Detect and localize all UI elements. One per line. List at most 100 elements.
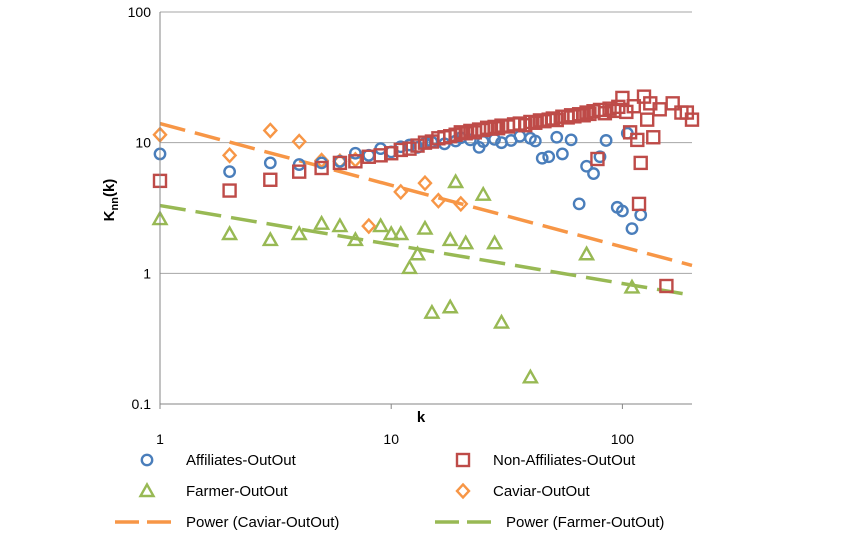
y-tick-label: 10 xyxy=(135,135,151,151)
data-point xyxy=(392,225,410,241)
data-point xyxy=(410,138,425,153)
data-point xyxy=(631,196,647,212)
data-point xyxy=(593,150,607,164)
data-point xyxy=(221,147,238,164)
data-point xyxy=(634,208,648,222)
data-point xyxy=(528,115,543,130)
data-point xyxy=(261,231,279,247)
axes xyxy=(159,12,692,405)
data-point xyxy=(332,155,348,171)
legend-label: Power (Caviar-OutOut) xyxy=(186,514,339,531)
data-point xyxy=(684,112,700,127)
data-point xyxy=(453,195,469,213)
data-point xyxy=(646,130,661,145)
y-axis-title-subscript: nn xyxy=(109,197,121,211)
y-tick-label: 0.1 xyxy=(132,396,152,412)
data-point xyxy=(513,129,527,143)
legend-item: Power (Caviar-OutOut) xyxy=(115,514,339,531)
data-point xyxy=(528,134,542,148)
data-point xyxy=(221,225,239,241)
data-point xyxy=(291,164,307,179)
y-axis-title-tail: (k) xyxy=(101,179,118,197)
legend-label: Caviar-OutOut xyxy=(493,483,591,500)
data-point xyxy=(313,214,331,230)
legend-label: Power (Farmer-OutOut) xyxy=(506,514,664,531)
data-point xyxy=(458,126,473,141)
trendline xyxy=(159,203,693,297)
data-point xyxy=(582,106,597,122)
data-point xyxy=(348,154,363,169)
data-point xyxy=(417,174,433,192)
data-point xyxy=(384,146,399,161)
data-point xyxy=(430,192,447,209)
data-point xyxy=(447,173,465,189)
data-point xyxy=(545,111,561,126)
data-point xyxy=(599,134,613,147)
data-point xyxy=(665,96,680,111)
data-point xyxy=(423,303,441,319)
tick-labels: 0.1 1 10 100 1 10 100 xyxy=(128,4,635,447)
data-point xyxy=(486,234,504,250)
legend-marker xyxy=(140,453,154,467)
data-point xyxy=(535,151,549,165)
data-point xyxy=(564,133,578,147)
data-point xyxy=(361,217,377,235)
y-tick-label: 100 xyxy=(128,4,152,20)
legend-label: Affiliates-OutOut xyxy=(186,452,297,469)
data-point xyxy=(602,101,617,116)
legend-marker xyxy=(455,452,471,468)
x-tick-label: 10 xyxy=(383,431,399,447)
trendline xyxy=(159,121,693,268)
data-point xyxy=(578,245,596,261)
data-point xyxy=(393,142,408,158)
data-point xyxy=(263,172,278,187)
data-point xyxy=(474,185,492,201)
legend: Affiliates-OutOut Non-Affiliates-OutOut Fa… xyxy=(115,452,664,531)
legend-label: Non-Affiliates-OutOut xyxy=(493,452,636,469)
data-point xyxy=(580,159,593,173)
y-tick-label: 1 xyxy=(143,265,151,281)
data-point xyxy=(597,106,613,121)
data-point xyxy=(623,278,641,294)
data-point xyxy=(572,197,586,211)
data-point xyxy=(587,167,600,180)
legend-label: Farmer-OutOut xyxy=(186,483,289,500)
data-point xyxy=(314,160,329,176)
data-point xyxy=(262,122,278,139)
data-point xyxy=(616,204,629,218)
data-point xyxy=(490,121,506,136)
data-point xyxy=(331,217,349,233)
data-point xyxy=(550,130,564,144)
data-points xyxy=(151,89,700,384)
data-point xyxy=(290,225,308,241)
data-point xyxy=(291,133,307,150)
data-point xyxy=(382,225,400,241)
data-point xyxy=(555,147,569,161)
data-point xyxy=(400,258,419,275)
data-point xyxy=(625,222,639,235)
data-point xyxy=(346,231,364,247)
x-tick-label: 100 xyxy=(611,431,635,447)
data-point xyxy=(223,165,236,179)
data-point xyxy=(633,155,648,171)
data-point xyxy=(639,112,655,127)
legend-item: Farmer-OutOut xyxy=(138,482,289,500)
trendlines xyxy=(159,121,693,297)
data-point xyxy=(408,245,427,261)
data-point xyxy=(590,151,605,167)
data-point xyxy=(263,156,277,170)
legend-item: Power (Farmer-OutOut) xyxy=(435,514,664,531)
y-axis-title: Knn(k) xyxy=(101,179,121,222)
x-tick-label: 1 xyxy=(156,431,164,447)
legend-item: Caviar-OutOut xyxy=(455,482,591,500)
data-point xyxy=(222,183,237,198)
data-point xyxy=(402,141,417,156)
legend-item: Non-Affiliates-OutOut xyxy=(455,452,636,469)
data-point xyxy=(626,99,641,114)
data-point xyxy=(393,183,409,201)
data-point xyxy=(492,313,511,329)
x-axis-title: k xyxy=(417,409,426,426)
data-point xyxy=(441,298,459,314)
legend-item: Affiliates-OutOut xyxy=(140,452,297,469)
